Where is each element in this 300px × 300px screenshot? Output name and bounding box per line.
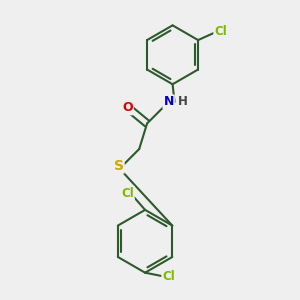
Text: Cl: Cl [162,270,175,283]
Text: Cl: Cl [214,25,227,38]
Text: N: N [164,95,174,108]
Text: Cl: Cl [121,187,134,200]
Text: O: O [122,101,133,114]
Text: H: H [178,95,187,108]
Text: S: S [114,159,124,173]
